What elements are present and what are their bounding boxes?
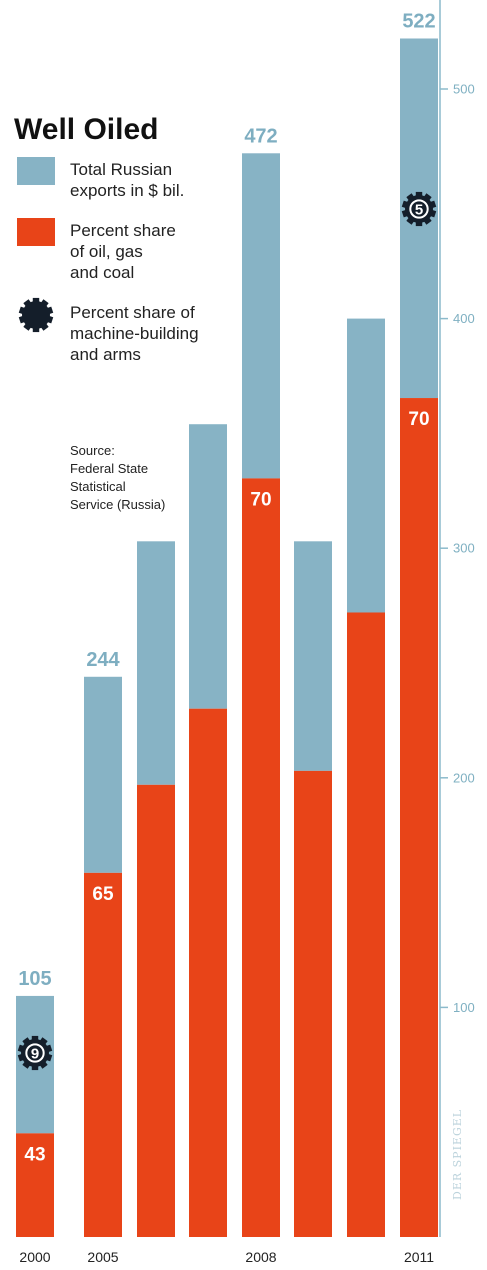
- legend-label-machine-line1: Percent share of: [70, 303, 195, 322]
- bar-total-2010: [347, 318, 385, 613]
- bar-oil-2000: [16, 1133, 54, 1237]
- x-tick-label: 2000: [19, 1249, 50, 1265]
- bars-layer: [16, 38, 438, 1237]
- y-tick-label: 300: [453, 541, 475, 556]
- y-tick-label: 100: [453, 1000, 475, 1015]
- oil-share-label: 43: [24, 1144, 45, 1165]
- x-tick-label: 2011: [404, 1249, 434, 1265]
- gear-body: [22, 301, 50, 329]
- legend-label-total: Total Russian exports in $ bil.: [70, 160, 184, 200]
- bar-oil-2009: [294, 770, 332, 1237]
- source-note: Source: Federal State Statistical Servic…: [70, 443, 165, 512]
- x-tick-label: 2008: [245, 1249, 276, 1265]
- legend-swatch-oil: [17, 218, 55, 246]
- labels-layer: 105 43 9 2000 244 65 2005 472 70 2008 522 70 5 2011: [17, 10, 437, 1265]
- legend-label-oil-line1: Percent share: [70, 221, 176, 240]
- source-line-1: Source:: [70, 443, 115, 458]
- bar-total-2005: [84, 676, 122, 873]
- y-axis: 100 200 300 400 500: [439, 0, 475, 1237]
- y-tick-label: 200: [453, 770, 475, 785]
- total-value-label: 244: [86, 649, 120, 671]
- source-line-2: Federal State: [70, 461, 148, 476]
- gear-value-label: 9: [31, 1046, 39, 1063]
- legend-label-machine: Percent share of machine-building and ar…: [70, 303, 203, 364]
- gear-icon: 9: [17, 1035, 53, 1071]
- bar-oil-2008: [242, 478, 280, 1237]
- oil-share-label: 70: [250, 489, 271, 510]
- gear-icon: [18, 297, 54, 333]
- legend-label-total-line2: exports in $ bil.: [70, 181, 184, 200]
- gear-shape: [18, 297, 54, 333]
- gear-value-label: 5: [415, 202, 423, 219]
- bar-oil-2010: [347, 612, 385, 1237]
- total-value-label: 472: [244, 125, 277, 147]
- source-line-4: Service (Russia): [70, 497, 165, 512]
- legend-swatch-total: [17, 157, 55, 185]
- gear-ring: [409, 199, 429, 219]
- bar-total-2007: [189, 424, 227, 709]
- gear-body: [21, 1039, 49, 1067]
- chart-title: Well Oiled: [14, 113, 158, 146]
- gear-body: [405, 195, 433, 223]
- legend-label-oil: Percent share of oil, gas and coal: [70, 221, 181, 282]
- legend-label-machine-line3: and arms: [70, 345, 141, 364]
- y-tick-label: 400: [453, 311, 475, 326]
- y-tick-label: 500: [453, 82, 475, 97]
- legend-label-total-line1: Total Russian: [70, 160, 172, 179]
- x-tick-label: 2005: [87, 1249, 118, 1265]
- bar-oil-2005: [84, 872, 122, 1237]
- bar-oil-2006: [137, 784, 175, 1237]
- bar-total-2009: [294, 541, 332, 771]
- bar-total-2008: [242, 153, 280, 479]
- bar-total-2006: [137, 541, 175, 785]
- legend-label-oil-line3: and coal: [70, 263, 134, 282]
- oil-share-label: 70: [408, 409, 429, 430]
- legend-label-machine-line2: machine-building: [70, 324, 199, 343]
- source-line-3: Statistical: [70, 479, 126, 494]
- credit-text: DER SPIEGEL: [451, 1109, 464, 1200]
- total-value-label: 522: [402, 10, 435, 32]
- legend: Well Oiled Total Russian exports in $ bi…: [14, 113, 203, 512]
- bar-oil-2007: [189, 708, 227, 1237]
- bar-oil-2011: [400, 398, 438, 1237]
- gear-ring: [25, 1043, 45, 1063]
- oil-share-label: 65: [92, 884, 114, 905]
- legend-label-oil-line2: of oil, gas: [70, 242, 143, 261]
- gear-icon: 5: [401, 191, 437, 227]
- total-value-label: 105: [18, 968, 51, 990]
